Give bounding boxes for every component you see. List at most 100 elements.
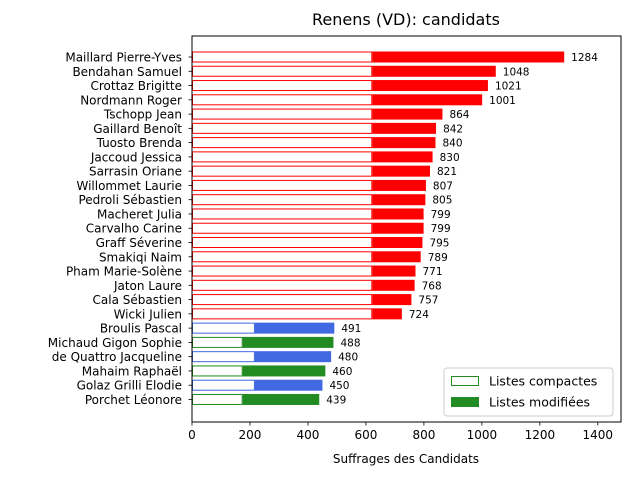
total-label: 807 xyxy=(433,180,453,192)
bar-compactes xyxy=(192,393,243,405)
total-label: 799 xyxy=(431,209,451,221)
x-tick-label: 600 xyxy=(354,428,377,442)
total-label: 488 xyxy=(340,337,360,349)
candidate-label: Sarrasin Oriane xyxy=(89,165,182,179)
bar-compactes xyxy=(192,51,373,63)
total-label: 771 xyxy=(422,266,442,278)
bar-modifiees xyxy=(372,279,415,291)
candidate-label: Bendahan Samuel xyxy=(72,65,182,79)
total-label: 799 xyxy=(431,223,451,235)
candidate-label: Jaccoud Jessica xyxy=(90,150,182,164)
bar-compactes xyxy=(192,222,373,234)
bar-compactes xyxy=(192,237,373,249)
bar-modifiees xyxy=(254,322,335,334)
candidate-label: Cala Sébastien xyxy=(93,293,182,307)
total-label: 789 xyxy=(428,252,448,264)
bar-compactes xyxy=(192,265,373,277)
candidate-label: Broulis Pascal xyxy=(100,322,182,336)
total-label: 450 xyxy=(329,380,349,392)
x-tick-label: 0 xyxy=(188,428,196,442)
candidate-label: Tuosto Brenda xyxy=(96,136,182,150)
total-label: 1284 xyxy=(571,52,598,64)
bar-compactes xyxy=(192,194,373,206)
bar-modifiees xyxy=(372,165,430,177)
total-label: 1001 xyxy=(489,95,516,107)
bar-modifiees xyxy=(242,393,320,405)
bar-compactes xyxy=(192,108,373,120)
legend-label: Listes modifiées xyxy=(489,395,590,410)
bar-compactes xyxy=(192,137,373,149)
legend-box xyxy=(443,367,614,417)
bar-compactes xyxy=(192,308,373,320)
bar-modifiees xyxy=(372,51,565,63)
bar-modifiees xyxy=(372,94,483,106)
legend-swatch-compactes xyxy=(451,376,479,386)
candidate-label: Tschopp Jean xyxy=(103,108,182,122)
bar-compactes xyxy=(192,379,255,391)
bar-modifiees xyxy=(254,379,323,391)
candidate-label: Smakiqi Naim xyxy=(99,250,182,264)
chart-title: Renens (VD): candidats xyxy=(312,10,500,29)
candidate-label: Crottaz Brigitte xyxy=(90,79,182,93)
total-label: 842 xyxy=(443,123,463,135)
bar-modifiees xyxy=(254,351,332,363)
bar-modifiees xyxy=(372,294,412,306)
bar-compactes xyxy=(192,94,373,106)
total-label: 491 xyxy=(341,323,361,335)
total-label: 1048 xyxy=(503,66,530,78)
legend: Listes compactes Listes modifiées xyxy=(443,367,614,417)
total-label: 805 xyxy=(432,195,452,207)
candidate-label: Pedroli Sébastien xyxy=(78,193,182,207)
candidate-label: de Quattro Jacqueline xyxy=(52,350,182,364)
candidate-label: Gaillard Benoît xyxy=(93,122,182,136)
total-label: 768 xyxy=(422,280,442,292)
bar-modifiees xyxy=(372,208,424,220)
bar-modifiees xyxy=(372,179,426,191)
bar-modifiees xyxy=(372,137,436,149)
total-label: 821 xyxy=(437,166,457,178)
candidate-label: Porchet Léonore xyxy=(85,393,182,407)
bar-modifiees xyxy=(242,365,326,377)
bar-modifiees xyxy=(372,108,443,120)
x-tick-label: 800 xyxy=(412,428,435,442)
bar-compactes xyxy=(192,279,373,291)
bar-modifiees xyxy=(372,194,426,206)
candidate-label: Graff Séverine xyxy=(96,236,182,250)
candidate-label: Carvalho Carine xyxy=(86,222,182,236)
candidate-label: Michaud Gigon Sophie xyxy=(48,336,182,350)
bar-modifiees xyxy=(372,65,496,77)
bar-modifiees xyxy=(372,251,421,263)
candidate-label: Pham Marie-Solène xyxy=(66,265,182,279)
x-tick-label: 1200 xyxy=(525,428,556,442)
x-tick-label: 1000 xyxy=(467,428,498,442)
total-label: 460 xyxy=(332,366,352,378)
bar-modifiees xyxy=(372,265,416,277)
total-label: 830 xyxy=(440,152,460,164)
bar-modifiees xyxy=(372,237,423,249)
bar-modifiees xyxy=(242,336,334,348)
candidate-label: Wicki Julien xyxy=(114,307,182,321)
total-label: 724 xyxy=(409,309,429,321)
total-label: 1021 xyxy=(495,81,522,93)
bar-compactes xyxy=(192,294,373,306)
candidate-label: Jaton Laure xyxy=(113,279,182,293)
bar-compactes xyxy=(192,151,373,163)
bar-compactes xyxy=(192,336,243,348)
x-tick-label: 400 xyxy=(296,428,319,442)
bar-modifiees xyxy=(372,80,488,92)
bar-compactes xyxy=(192,80,373,92)
x-tick-label: 1400 xyxy=(583,428,614,442)
candidate-label: Nordmann Roger xyxy=(80,93,182,107)
bar-compactes xyxy=(192,251,373,263)
bars-layer xyxy=(192,51,565,405)
total-label: 795 xyxy=(429,238,449,250)
bar-compactes xyxy=(192,365,243,377)
axes-layer: 0 200 400 600 800 1000 1200 1400 xyxy=(188,35,622,442)
bar-modifiees xyxy=(372,308,402,320)
total-label: 840 xyxy=(442,138,462,150)
plot-frame xyxy=(191,35,622,423)
bar-compactes xyxy=(192,322,255,334)
total-label: 439 xyxy=(326,394,346,406)
